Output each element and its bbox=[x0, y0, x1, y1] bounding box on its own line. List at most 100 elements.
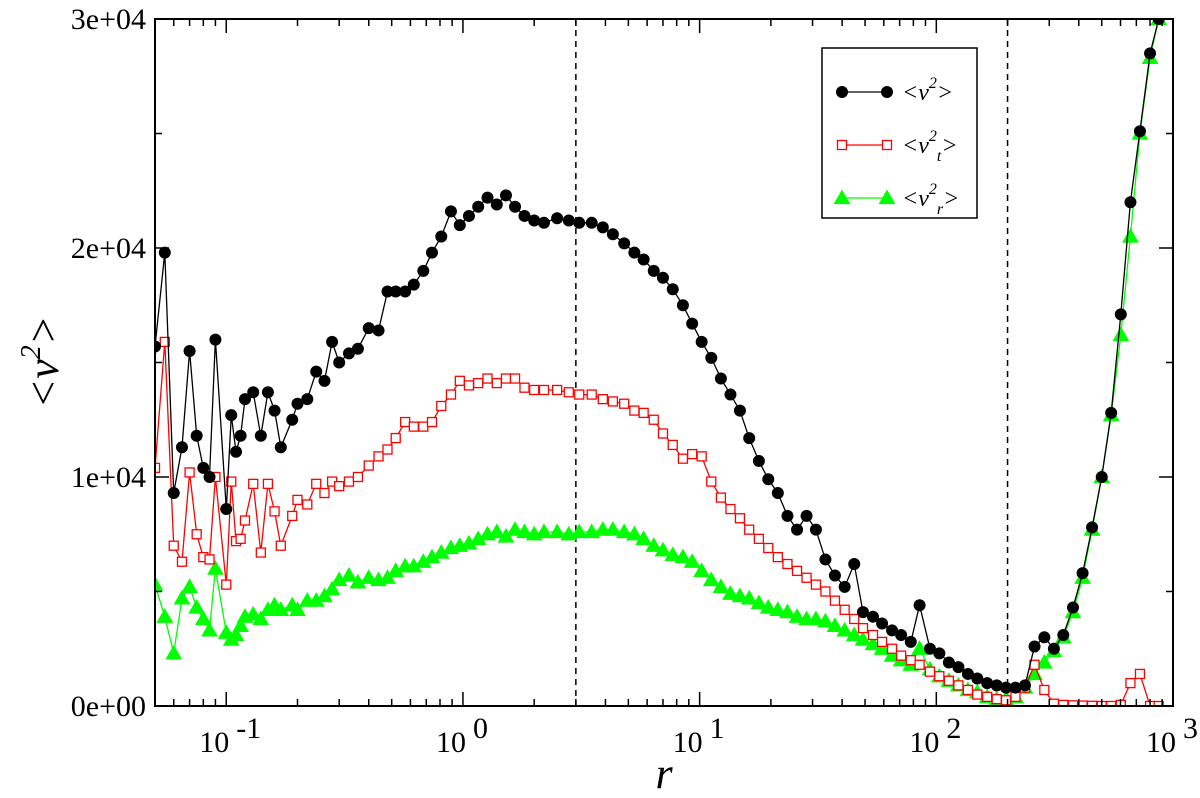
data-point bbox=[1133, 125, 1146, 138]
data-point bbox=[943, 675, 955, 686]
legend: <v2> <v2t> <v2r> bbox=[821, 47, 978, 219]
data-point bbox=[952, 661, 965, 674]
data-point bbox=[942, 656, 955, 669]
data-point bbox=[373, 451, 384, 462]
data-point bbox=[318, 374, 331, 387]
data-point bbox=[168, 540, 179, 551]
data-point bbox=[628, 246, 641, 259]
data-point bbox=[372, 324, 385, 337]
data-point bbox=[268, 404, 281, 417]
legend-marker bbox=[878, 189, 896, 205]
data-point bbox=[490, 198, 503, 211]
data-point bbox=[184, 467, 195, 478]
data-point bbox=[247, 386, 260, 399]
data-point bbox=[911, 640, 928, 655]
data-point bbox=[734, 513, 746, 524]
data-point bbox=[913, 599, 926, 612]
data-point bbox=[535, 523, 553, 539]
data-point bbox=[190, 429, 203, 442]
series-tangential bbox=[155, 336, 1164, 706]
data-point bbox=[836, 621, 854, 637]
data-point bbox=[551, 212, 564, 225]
data-point bbox=[1144, 47, 1157, 60]
data-point bbox=[1058, 699, 1069, 706]
data-point bbox=[426, 416, 438, 428]
data-point bbox=[769, 601, 787, 616]
data-point bbox=[207, 560, 224, 575]
data-point bbox=[435, 230, 448, 243]
data-point bbox=[323, 580, 341, 596]
data-point bbox=[537, 216, 550, 229]
legend-marker bbox=[881, 86, 893, 98]
data-point bbox=[519, 382, 530, 393]
data-point bbox=[1122, 228, 1139, 243]
data-point bbox=[262, 478, 274, 490]
data-point bbox=[1153, 700, 1164, 706]
data-point bbox=[828, 569, 841, 582]
data-point bbox=[762, 473, 775, 486]
data-point bbox=[209, 333, 222, 346]
data-point bbox=[873, 640, 891, 655]
y-tick-label: 2e+04 bbox=[71, 232, 146, 265]
data-point bbox=[562, 214, 575, 227]
data-point bbox=[586, 389, 597, 400]
data-point bbox=[781, 509, 794, 522]
data-point bbox=[712, 578, 730, 594]
data-point bbox=[516, 523, 533, 539]
data-point bbox=[934, 671, 945, 682]
data-point bbox=[972, 689, 983, 700]
data-point bbox=[252, 610, 270, 626]
data-point bbox=[763, 542, 774, 554]
data-point bbox=[197, 461, 210, 474]
data-point bbox=[676, 299, 689, 312]
data-point bbox=[291, 397, 304, 410]
data-point bbox=[953, 680, 964, 691]
legend-box bbox=[821, 47, 978, 219]
data-point bbox=[454, 375, 465, 386]
data-point bbox=[159, 336, 170, 348]
data-point bbox=[594, 521, 612, 536]
data-point bbox=[272, 601, 290, 616]
data-point bbox=[232, 617, 249, 632]
data-point bbox=[733, 404, 746, 417]
data-point bbox=[382, 444, 393, 455]
data-point bbox=[481, 191, 494, 204]
legend-label: <v2> bbox=[902, 75, 953, 106]
data-point bbox=[551, 384, 563, 396]
data-point bbox=[982, 691, 993, 702]
data-point bbox=[638, 407, 649, 419]
data-point bbox=[340, 566, 358, 582]
data-point bbox=[269, 506, 280, 517]
data-point bbox=[667, 439, 678, 451]
data-point bbox=[924, 666, 936, 677]
data-point bbox=[604, 521, 622, 536]
data-point bbox=[155, 462, 161, 473]
data-point bbox=[647, 264, 660, 277]
data-point bbox=[176, 556, 188, 567]
data-point bbox=[854, 631, 872, 646]
data-point bbox=[961, 667, 974, 680]
data-point bbox=[654, 541, 672, 557]
data-point bbox=[488, 523, 506, 539]
data-point bbox=[311, 478, 322, 490]
data-point bbox=[390, 432, 401, 444]
data-point bbox=[201, 621, 218, 637]
data-point bbox=[991, 693, 1002, 705]
data-point bbox=[635, 530, 652, 545]
data-point bbox=[1106, 700, 1117, 706]
data-point bbox=[167, 487, 180, 500]
data-point bbox=[1000, 695, 1012, 706]
data-point bbox=[848, 558, 861, 571]
data-point bbox=[1086, 521, 1099, 534]
data-point bbox=[235, 533, 246, 544]
data-point bbox=[810, 579, 822, 590]
data-point bbox=[1114, 308, 1127, 321]
data-point bbox=[706, 476, 717, 487]
data-point bbox=[702, 571, 720, 587]
data-point bbox=[722, 585, 739, 600]
data-point bbox=[1010, 691, 1021, 702]
data-point bbox=[664, 546, 682, 561]
data-point bbox=[181, 578, 198, 594]
data-point bbox=[619, 398, 630, 409]
data-point bbox=[343, 476, 355, 487]
